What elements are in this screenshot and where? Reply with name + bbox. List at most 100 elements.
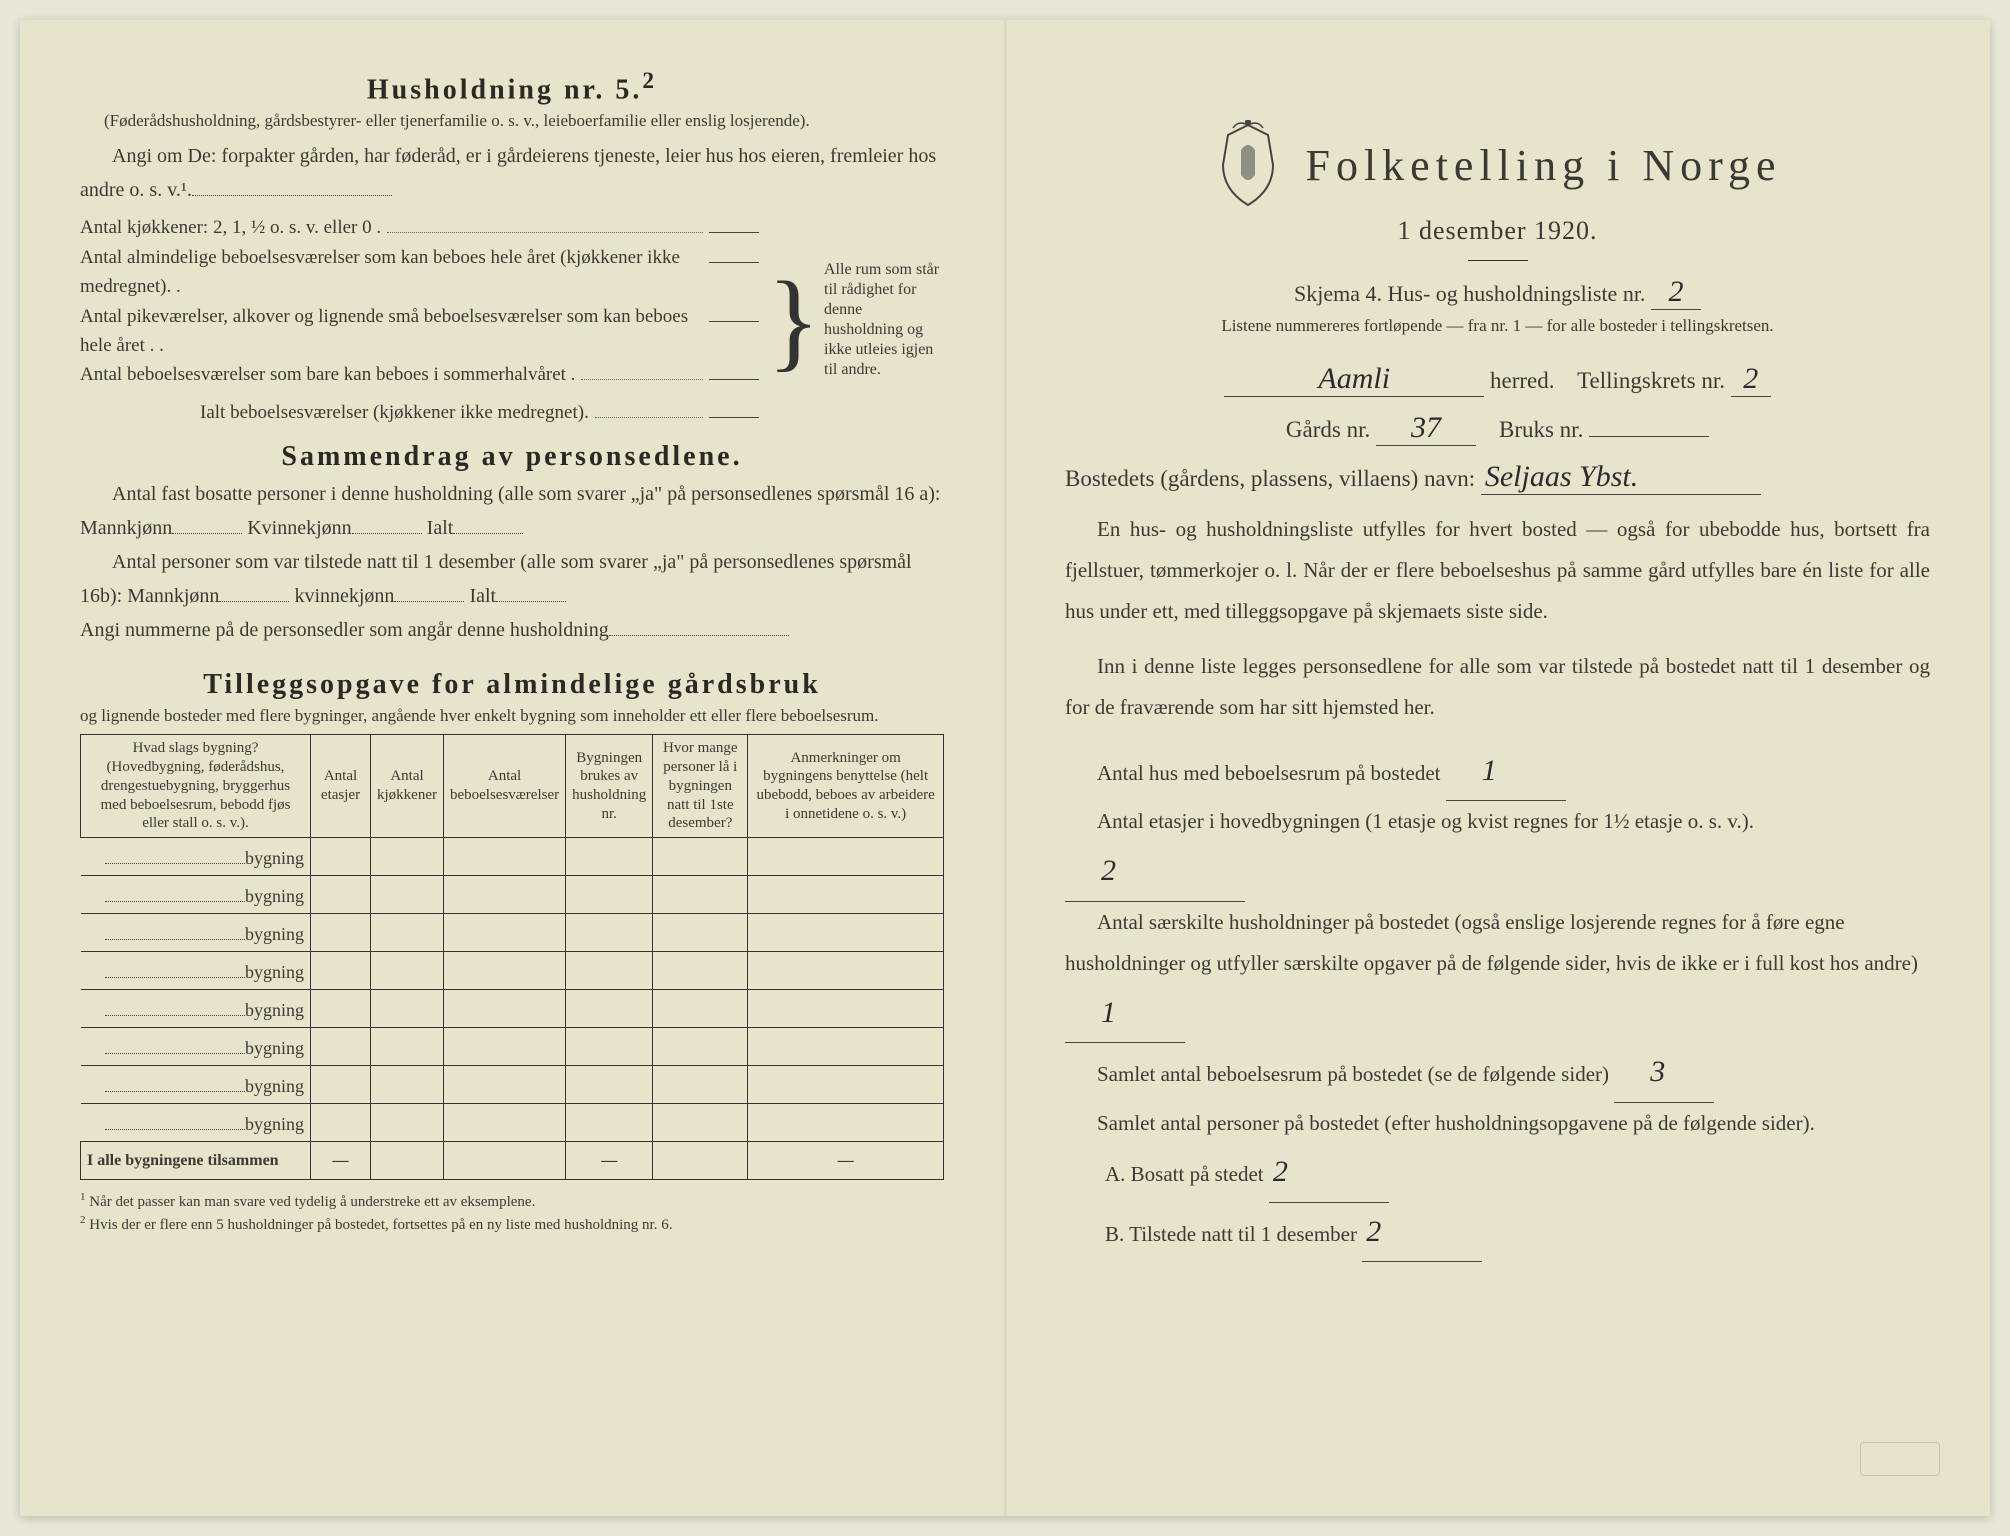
q-b-label: B. Tilstede natt til 1 desember <box>1105 1222 1357 1246</box>
empty-cell <box>443 838 565 876</box>
tillegg-sub: og lignende bosteder med flere bygninger… <box>80 705 944 728</box>
text: Ialt <box>469 585 496 607</box>
bostedets-label: Bostedets (gårdens, plassens, villaens) … <box>1065 466 1475 491</box>
q-hus-value: 1 <box>1446 742 1566 802</box>
blank-field <box>609 614 789 636</box>
blank-field <box>709 262 759 263</box>
blank-field <box>219 580 289 602</box>
fn-text: Hvis der er flere enn 5 husholdninger på… <box>89 1217 672 1233</box>
q-hushold: Antal særskilte husholdninger på bostede… <box>1065 902 1930 1043</box>
right-page: Folketelling i Norge 1 desember 1920. Sk… <box>1005 20 1990 1516</box>
brace-line: Antal kjøkkener: 2, 1, ½ o. s. v. eller … <box>80 213 759 242</box>
fn-num: 2 <box>80 1214 86 1226</box>
fn-text: Når det passer kan man svare ved tydelig… <box>89 1194 535 1210</box>
sammendrag-p2: Antal personer som var tilstede natt til… <box>80 545 944 613</box>
empty-cell <box>566 952 653 990</box>
dash-cell: — <box>566 1142 653 1180</box>
table-body: bygning bygning bygning bygning bygning bygni… <box>81 838 944 1142</box>
crest-svg <box>1213 120 1283 210</box>
sammendrag-p1: Antal fast bosatte personer i denne hush… <box>80 477 944 545</box>
table-row: bygning <box>81 990 944 1028</box>
brace-text: Ialt beboelsesværelser (kjøkkener ikke m… <box>80 398 589 427</box>
empty-cell <box>566 914 653 952</box>
blank-field <box>394 580 464 602</box>
q-etasjer-label: Antal etasjer i hovedbygningen (1 etasje… <box>1097 809 1754 833</box>
fn-num: 1 <box>80 1191 86 1203</box>
empty-cell <box>566 1104 653 1142</box>
empty-cell <box>371 1028 444 1066</box>
skjema-line: Skjema 4. Hus- og husholdningsliste nr. … <box>1065 275 1930 310</box>
bygning-label-cell: bygning <box>81 952 311 990</box>
bygning-label-cell: bygning <box>81 838 311 876</box>
blank-field <box>105 882 245 902</box>
para2: Inn i denne liste legges personsedlene f… <box>1065 646 1930 728</box>
bygning-word: bygning <box>245 1000 304 1020</box>
empty-cell <box>566 838 653 876</box>
th: Bygningen brukes av husholdning nr. <box>566 735 653 838</box>
q-hushold-label: Antal særskilte husholdninger på bostede… <box>1065 910 1918 975</box>
empty-cell <box>443 1142 565 1180</box>
bostedets-line: Bostedets (gårdens, plassens, villaens) … <box>1065 460 1930 495</box>
gards-label: Gårds nr. <box>1286 417 1370 442</box>
skjema-label: Skjema 4. Hus- og husholdningsliste nr. <box>1294 281 1645 306</box>
empty-cell <box>748 952 944 990</box>
th: Hvor mange personer lå i bygningen natt … <box>653 735 748 838</box>
dots <box>387 216 703 233</box>
subtitle: 1 desember 1920. <box>1065 216 1930 246</box>
brace-text: Antal beboelsesværelser som bare kan beb… <box>80 360 575 389</box>
bygning-word: bygning <box>245 848 304 868</box>
q-a-value: 2 <box>1269 1143 1389 1203</box>
blank-field <box>105 958 245 978</box>
bygning-word: bygning <box>245 1038 304 1058</box>
footnote-1: 1 Når det passer kan man svare ved tydel… <box>80 1190 944 1213</box>
empty-cell <box>748 990 944 1028</box>
q-hushold-value: 1 <box>1065 984 1185 1044</box>
footnote-2: 2 Hvis der er flere enn 5 husholdninger … <box>80 1213 944 1236</box>
empty-cell <box>443 990 565 1028</box>
blank-field <box>105 1072 245 1092</box>
empty-cell <box>748 876 944 914</box>
divider <box>1468 260 1528 261</box>
dots <box>581 363 703 380</box>
blank-field <box>496 580 566 602</box>
main-title: Folketelling i Norge <box>1305 140 1781 191</box>
sammendrag-title: Sammendrag av personsedlene. <box>80 441 944 473</box>
blank-field <box>192 174 392 196</box>
bygning-label-cell: bygning <box>81 914 311 952</box>
bygning-word: bygning <box>245 1076 304 1096</box>
dots <box>595 401 703 418</box>
q-a-label: A. Bosatt på stedet <box>1105 1162 1264 1186</box>
dash-cell: — <box>311 1142 371 1180</box>
blank-field <box>105 844 245 864</box>
blank-field <box>105 920 245 940</box>
blank-field <box>105 1034 245 1054</box>
bygning-label-cell: bygning <box>81 1066 311 1104</box>
h5-title-text: Husholdning nr. 5. <box>367 74 643 105</box>
curly-brace-icon: } <box>759 271 824 370</box>
tellingskrets-label: Tellingskrets nr. <box>1577 368 1725 393</box>
q-personer: Samlet antal personer på bostedet (efter… <box>1065 1103 1930 1144</box>
table-row: bygning <box>81 914 944 952</box>
table-row: bygning <box>81 952 944 990</box>
empty-cell <box>371 1104 444 1142</box>
empty-cell <box>371 914 444 952</box>
q-beboelsesrum: Samlet antal beboelsesrum på bostedet (s… <box>1065 1043 1930 1103</box>
blank-field <box>709 379 759 380</box>
herred-value: Aamli <box>1224 362 1484 397</box>
brace-line: Antal almindelige beboelsesværelser som … <box>80 243 759 302</box>
empty-cell <box>748 914 944 952</box>
bygning-word: bygning <box>245 962 304 982</box>
brace-text: Antal kjøkkener: 2, 1, ½ o. s. v. eller … <box>80 213 381 242</box>
bruks-nr <box>1589 436 1709 437</box>
q-beboelsesrum-label: Samlet antal beboelsesrum på bostedet (s… <box>1097 1062 1609 1086</box>
th: Anmerkninger om bygningens benyttelse (h… <box>748 735 944 838</box>
bygning-word: bygning <box>245 886 304 906</box>
empty-cell <box>371 1142 444 1180</box>
text: kvinnekjønn <box>294 585 394 607</box>
empty-cell <box>653 1028 748 1066</box>
listene-note: Listene nummereres fortløpende — fra nr.… <box>1065 316 1930 336</box>
table-row: bygning <box>81 1028 944 1066</box>
empty-cell <box>311 914 371 952</box>
q-hus: Antal hus med beboelsesrum på bostedet 1 <box>1065 742 1930 802</box>
empty-cell <box>371 876 444 914</box>
